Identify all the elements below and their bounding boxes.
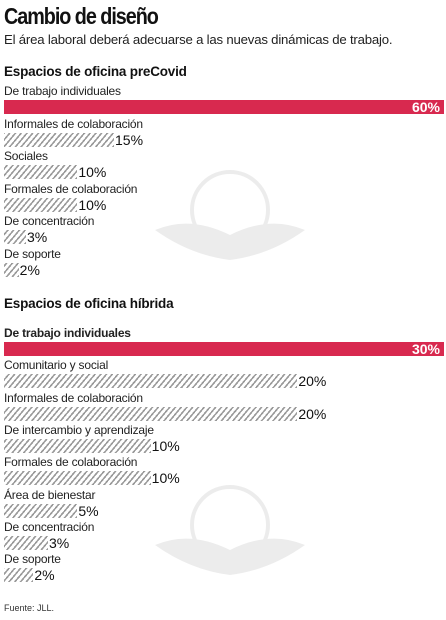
- bar: [4, 132, 114, 147]
- bar: [4, 503, 78, 518]
- eagle-watermark-icon: [155, 485, 305, 575]
- value-label: 60%: [411, 99, 440, 115]
- value-label: 20%: [298, 373, 327, 390]
- category-label: Formales de colaboración: [4, 181, 138, 196]
- category-label: De soporte: [4, 552, 61, 567]
- source-note: Fuente: JLL.: [4, 603, 55, 613]
- category-label: De trabajo individuales: [4, 326, 131, 340]
- value-label: 10%: [151, 437, 180, 454]
- category-label: De trabajo individuales: [4, 84, 121, 98]
- category-label: De concentración: [4, 519, 95, 534]
- value-label: 2%: [19, 261, 40, 278]
- category-label: Comunitario y social: [4, 358, 109, 373]
- category-label: Sociales: [4, 149, 48, 163]
- value-label: 10%: [78, 164, 107, 180]
- value-label: 20%: [298, 405, 327, 422]
- value-label: 3%: [49, 534, 70, 551]
- value-label: 30%: [411, 341, 440, 357]
- value-label: 3%: [27, 229, 48, 245]
- category-label: Informales de colaboración: [4, 116, 143, 131]
- bar: [4, 262, 19, 277]
- value-label: 10%: [151, 470, 180, 487]
- chart-hibrida-title: Espacios de oficina híbrida: [4, 296, 174, 311]
- eagle-watermark-icon: [155, 170, 305, 260]
- bar: [4, 374, 298, 389]
- value-label: 2%: [34, 567, 55, 584]
- value-label: 15%: [115, 131, 144, 148]
- bar: [4, 406, 298, 421]
- category-label: Área de bienestar: [4, 487, 96, 502]
- value-label: 10%: [78, 196, 107, 213]
- bar: [4, 568, 34, 583]
- category-label: Formales de colaboración: [4, 455, 138, 470]
- bar: [4, 342, 444, 356]
- bar: [4, 197, 78, 212]
- value-label: 5%: [78, 502, 99, 519]
- category-label: Informales de colaboración: [4, 390, 143, 405]
- category-label: De soporte: [4, 246, 61, 261]
- category-label: De concentración: [4, 214, 95, 228]
- page-title: Cambio de diseño: [4, 3, 159, 29]
- bar: [4, 100, 444, 114]
- bar: [4, 230, 26, 244]
- chart-precovid-title: Espacios de oficina preCovid: [4, 64, 187, 79]
- bar: [4, 438, 151, 453]
- bar: [4, 165, 78, 179]
- bar: [4, 471, 151, 486]
- page-subtitle: El área laboral deberá adecuarse a las n…: [4, 32, 393, 47]
- category-label: De intercambio y aprendizaje: [4, 422, 154, 437]
- bar: [4, 535, 48, 550]
